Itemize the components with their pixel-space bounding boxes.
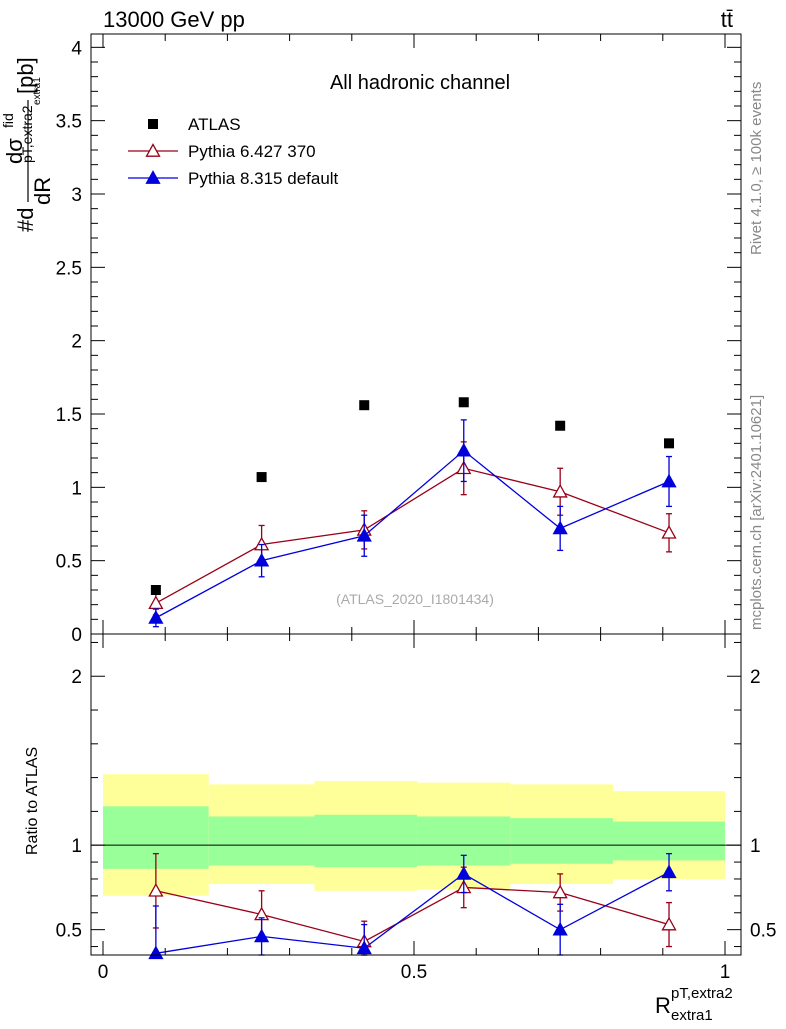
pythia6-main-line xyxy=(155,467,670,604)
analysis-id-label: (ATLAS_2020_I1801434) xyxy=(336,591,494,607)
ylabel-unit: [pb] xyxy=(13,57,38,94)
ratio-panel: 0.5 0.5 1 1 2 2 0 0.5 1 xyxy=(56,633,776,983)
pythia6-ratio-point xyxy=(148,882,164,897)
main-y-axis-label: #d dR extra1 pT,extra2 dσ fid [pb] xyxy=(0,57,55,232)
pythia8-ratio-line xyxy=(155,871,670,954)
atlas-data-point xyxy=(664,438,675,449)
x-tick-label: 1 xyxy=(720,962,731,983)
main-y-tick-label-zero: 0 xyxy=(71,625,82,646)
ylabel-num-sup: fid xyxy=(0,113,16,128)
ratio-y-axis-label: Ratio to ATLAS xyxy=(24,747,41,855)
ylabel-den-sup: pT,extra2 xyxy=(19,105,35,163)
mcplots-label: mcplots.cern.ch [arXiv:2401.10621] xyxy=(748,395,765,630)
process-label: tt̄ xyxy=(721,7,733,32)
channel-title: All hadronic channel xyxy=(330,72,510,94)
pythia8-ratio-point xyxy=(552,921,568,936)
ratio-y-tick-label-right: 0.5 xyxy=(750,921,776,942)
ratio-frame xyxy=(90,633,742,956)
ratio-y-tick-label: 0.5 xyxy=(56,921,82,942)
ratio-y-tick-label-right: 2 xyxy=(750,667,761,688)
pythia6-ratio-point xyxy=(661,916,677,931)
main-y-tick-label: 1 xyxy=(71,478,82,499)
main-y-tick-label: 2 xyxy=(71,332,82,353)
pythia8-main-point xyxy=(661,473,677,488)
pythia8-main-line xyxy=(155,449,670,619)
pythia8-main-point xyxy=(148,610,164,624)
legend-marker xyxy=(145,143,161,157)
rivet-version-label: Rivet 4.1.0, ≥ 100k events xyxy=(748,82,765,255)
x-axis-label: R pT,extra2 extra1 xyxy=(655,985,733,1024)
ratio-stat-uncertainty-band xyxy=(510,818,614,864)
main-y-tick-label: 2.5 xyxy=(56,258,82,279)
ylabel-num: dσ xyxy=(2,138,27,164)
pythia8-ratio-point xyxy=(661,864,677,879)
pythia8-main-point xyxy=(254,552,270,567)
atlas-data-point xyxy=(458,397,469,408)
pythia8-ratio-point xyxy=(356,940,372,955)
ratio-y-tick-label: 2 xyxy=(71,667,82,688)
legend: ATLAS Pythia 6.427 370 Pythia 8.315 defaul… xyxy=(128,115,339,188)
pythia8-ratio-point xyxy=(456,866,472,880)
legend-entry-label: Pythia 6.427 370 xyxy=(188,142,316,161)
pythia6-ratio-point xyxy=(552,884,568,899)
pythia6-main-point xyxy=(148,595,164,610)
main-y-tick-label: 4 xyxy=(71,38,82,59)
energy-label: 13000 GeV pp xyxy=(103,7,245,32)
legend-entry-label: ATLAS xyxy=(188,115,241,134)
ratio-y-tick-label: 1 xyxy=(71,836,82,857)
pythia6-main-point xyxy=(552,483,568,498)
atlas-data-point xyxy=(359,400,370,411)
ylabel-prefix: #d xyxy=(13,208,38,232)
xlabel-sub: extra1 xyxy=(671,1007,713,1024)
main-panel: 0.5 1 1.5 2 2.5 3 3.5 4 0 All hadronic channel (… xyxy=(56,33,742,646)
legend-atlas-marker xyxy=(148,119,158,129)
ylabel-den-sub: extra1 xyxy=(32,77,43,105)
pythia6-main-point xyxy=(661,524,677,539)
pythia8-main-point xyxy=(356,527,372,542)
x-tick-label: 0 xyxy=(98,962,109,983)
atlas-data-point xyxy=(256,472,267,483)
pythia8-main-point xyxy=(552,520,568,535)
ylabel-den: dR xyxy=(30,177,55,205)
x-tick-label: 0.5 xyxy=(401,962,427,983)
pythia8-ratio-point xyxy=(254,928,270,943)
ratio-stat-uncertainty-band xyxy=(208,816,315,866)
ratio-stat-uncertainty-band xyxy=(314,814,418,868)
pythia8-main-point xyxy=(456,442,472,457)
main-y-tick-label: 3 xyxy=(71,185,82,206)
pythia6-ratio-line xyxy=(155,886,670,943)
xlabel-base: R xyxy=(655,993,671,1018)
ratio-y-tick-label-right: 1 xyxy=(750,836,761,857)
atlas-data-point xyxy=(150,585,161,595)
legend-marker xyxy=(145,170,161,184)
main-y-tick-label: 3.5 xyxy=(56,112,82,133)
pythia8-ratio-point xyxy=(148,945,164,960)
legend-entry-label: Pythia 8.315 default xyxy=(188,169,339,188)
xlabel-sup: pT,extra2 xyxy=(671,985,733,1002)
main-y-tick-label: 0.5 xyxy=(56,552,82,573)
main-y-tick-label: 1.5 xyxy=(56,405,82,426)
atlas-data-point xyxy=(555,420,566,431)
